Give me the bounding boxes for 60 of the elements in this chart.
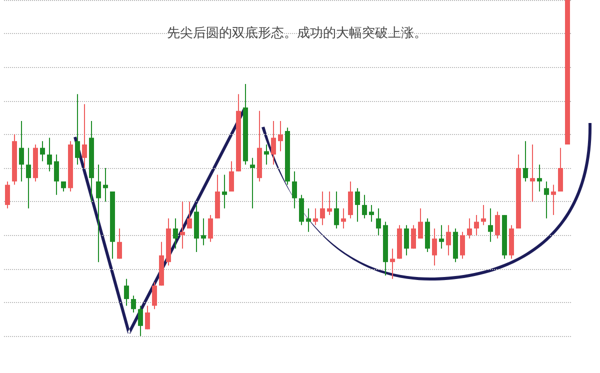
- candlestick: [390, 248, 395, 280]
- candlestick: [411, 224, 416, 250]
- candlestick: [327, 191, 332, 216]
- candlestick: [40, 140, 45, 162]
- candlestick: [355, 188, 360, 222]
- candlestick: [278, 120, 283, 152]
- candlestick: [439, 224, 444, 250]
- candlestick: [404, 224, 409, 256]
- candlestick: [418, 208, 423, 240]
- candlestick: [320, 191, 325, 226]
- candlestick: [341, 208, 346, 229]
- candlestick: [201, 218, 206, 246]
- candlestick: [495, 211, 500, 240]
- candlestick: [208, 214, 213, 242]
- candlestick: [292, 170, 297, 209]
- candlestick: [537, 164, 542, 192]
- candlestick: [250, 157, 255, 209]
- candlestick: [264, 144, 269, 166]
- candlestick: [376, 208, 381, 236]
- candlestick: [299, 194, 304, 226]
- candlestick: [145, 305, 150, 330]
- candlestick: [124, 278, 129, 306]
- candlestick: [432, 228, 437, 266]
- candlestick: [152, 282, 157, 310]
- candlestick: [96, 164, 101, 263]
- candlestick: [530, 144, 535, 202]
- candlestick: [82, 104, 87, 168]
- candlestick: [187, 201, 192, 229]
- candlestick: [103, 168, 108, 202]
- candlestick: [362, 194, 367, 219]
- candlestick: [54, 154, 59, 196]
- candlestick: [467, 218, 472, 240]
- candlestick: [5, 180, 10, 209]
- candlestick: [558, 147, 563, 192]
- candlestick: [523, 140, 528, 182]
- candlestick: [47, 137, 52, 172]
- candlestick: [26, 147, 31, 209]
- candlestick: [369, 204, 374, 222]
- candlestick: [173, 218, 178, 250]
- candlestick: [271, 120, 276, 166]
- candlestick: [138, 305, 143, 336]
- candlestick: [117, 228, 122, 260]
- candlestick: [446, 224, 451, 256]
- candlestick: [75, 94, 80, 166]
- text: 先尖后圆的双底形态。成功的大幅突破上涨。: [167, 26, 427, 41]
- candlestick: [460, 231, 465, 260]
- candlestick: [180, 201, 185, 250]
- candlestick: [313, 208, 318, 226]
- candlestick: [551, 184, 556, 216]
- candlestick: [348, 180, 353, 219]
- candlestick: [474, 214, 479, 236]
- candlestick: [19, 120, 24, 182]
- candlestick: [222, 174, 227, 209]
- candlestick: [131, 295, 136, 313]
- candlestick: [481, 204, 486, 226]
- candlestick: [306, 208, 311, 232]
- candlestick: [488, 208, 493, 242]
- candlestick: [229, 160, 234, 192]
- candlestick: [334, 191, 339, 229]
- candlestick: [544, 180, 549, 219]
